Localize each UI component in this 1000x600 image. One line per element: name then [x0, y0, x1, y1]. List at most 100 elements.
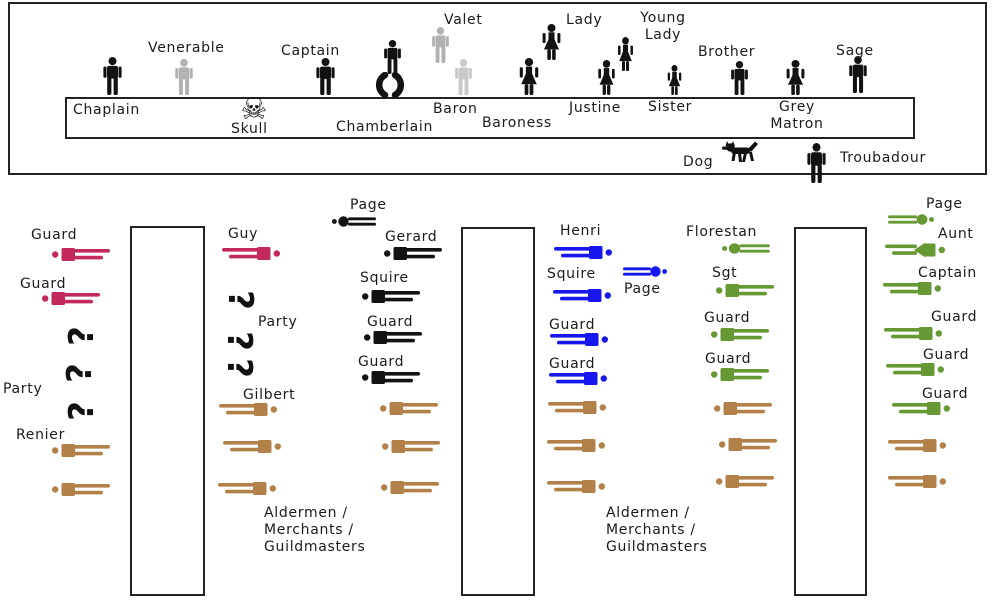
henri-figure — [552, 245, 612, 260]
guard-c1-figure — [364, 330, 424, 345]
label-brother: Brother — [698, 44, 756, 60]
label-guy: Guy — [228, 226, 259, 242]
diner-a2-figure — [52, 482, 112, 497]
gilbert-figure — [217, 402, 277, 417]
label-justine: Justine — [569, 100, 622, 116]
valet-figure-2 — [452, 59, 475, 95]
guard-d2-figure — [547, 371, 607, 386]
diner-e2-figure — [719, 437, 779, 452]
party-b-question-3: ? — [218, 358, 259, 378]
guard-c2-figure — [362, 370, 422, 385]
label-guard-f3: Guard — [922, 386, 969, 402]
side-table-1 — [130, 226, 205, 596]
label-party-a: Party — [3, 381, 43, 397]
captain-figure — [313, 58, 338, 95]
guard-e1-figure — [711, 327, 771, 342]
party-a-question-1: ? — [61, 326, 102, 346]
label-guard-e1: Guard — [704, 310, 751, 326]
label-valet: Valet — [444, 12, 483, 28]
label-guard-e2: Guard — [705, 351, 752, 367]
justine-figure — [595, 60, 618, 95]
label-lady: Lady — [566, 12, 603, 28]
label-skull: Skull — [231, 121, 268, 137]
diner-d3-figure — [545, 479, 605, 494]
label-dog: Dog — [683, 154, 714, 170]
diner-d1-figure — [546, 400, 606, 415]
sgt-figure — [716, 283, 776, 298]
guard-f3-figure — [890, 401, 950, 416]
valet-figure — [429, 27, 452, 63]
label-page-c: Page — [350, 197, 387, 213]
label-captain-top: Captain — [281, 43, 340, 59]
guard-a2-figure — [42, 291, 102, 306]
renier-figure — [52, 443, 112, 458]
brother-figure — [728, 61, 751, 95]
label-baron: Baron — [433, 101, 478, 117]
label-aunt: Aunt — [938, 226, 974, 242]
side-table-3 — [794, 227, 867, 596]
label-guard-c1: Guard — [367, 314, 414, 330]
young-lady-figure — [615, 37, 636, 71]
venerable-figure — [172, 59, 196, 95]
troubadour-figure — [804, 143, 829, 183]
lady-figure — [539, 24, 564, 60]
label-chaplain: Chaplain — [73, 102, 140, 118]
label-chamberlain: Chamberlain — [336, 119, 434, 135]
diner-c2-figure — [382, 439, 442, 454]
label-aldermen-2: Aldermen / Merchants / Guildmasters — [606, 505, 708, 555]
label-party-b: Party — [258, 314, 298, 330]
side-table-2 — [461, 227, 535, 596]
label-renier: Renier — [16, 427, 66, 443]
label-troubadour: Troubadour — [840, 150, 926, 166]
label-page-d: Page — [624, 281, 661, 297]
guard-f1-figure — [882, 326, 942, 341]
diner-c1-figure — [380, 401, 440, 416]
label-squire-d: Squire — [547, 266, 596, 282]
diner-e3-figure — [716, 474, 776, 489]
label-henri: Henri — [560, 223, 602, 239]
baroness-figure — [516, 58, 542, 95]
chamberlain-figure — [381, 40, 404, 74]
squire-d-figure — [551, 288, 611, 303]
party-b-question-1: ? — [219, 290, 260, 310]
label-squire-c: Squire — [360, 270, 409, 286]
label-young-lady: Young Lady — [640, 10, 686, 43]
gerard-figure — [384, 246, 444, 261]
party-a-question-3: ? — [61, 401, 102, 421]
guard-e2-figure — [711, 367, 771, 382]
label-guard-a2: Guard — [20, 276, 67, 292]
skull-icon: ☠ — [240, 92, 268, 127]
empty-seat-braces-icon — [371, 72, 409, 98]
party-a-question-2: ? — [59, 363, 100, 383]
label-sgt: Sgt — [712, 265, 738, 281]
guard-d1-figure — [548, 332, 608, 347]
label-sister: Sister — [648, 99, 693, 115]
grey-matron-figure — [783, 60, 808, 95]
diner-d2-figure — [545, 438, 605, 453]
page-c-figure — [332, 214, 378, 229]
sister-figure — [665, 65, 684, 95]
label-captain-f: Captain — [918, 265, 977, 281]
diner-b3-figure — [216, 481, 276, 496]
label-baroness: Baroness — [482, 115, 552, 131]
label-guard-d2: Guard — [549, 356, 596, 372]
label-guard-d1: Guard — [549, 317, 596, 333]
label-guard-f1: Guard — [931, 309, 978, 325]
party-b-question-2: ? — [218, 331, 259, 351]
label-guard-f2: Guard — [923, 347, 970, 363]
label-guard-a1: Guard — [31, 227, 78, 243]
guard-f2-figure — [884, 362, 944, 377]
label-page-f: Page — [926, 196, 963, 212]
guy-figure — [220, 246, 280, 261]
label-aldermen-1: Aldermen / Merchants / Guildmasters — [264, 505, 366, 555]
aunt-figure — [883, 242, 945, 258]
sage-figure — [846, 56, 870, 93]
label-gilbert: Gilbert — [243, 387, 296, 403]
label-venerable: Venerable — [148, 40, 225, 56]
label-florestan: Florestan — [686, 224, 758, 240]
page-f-figure — [886, 212, 934, 227]
diner-f1-figure — [886, 438, 946, 453]
head-table — [65, 97, 915, 139]
outer-box — [8, 2, 987, 175]
